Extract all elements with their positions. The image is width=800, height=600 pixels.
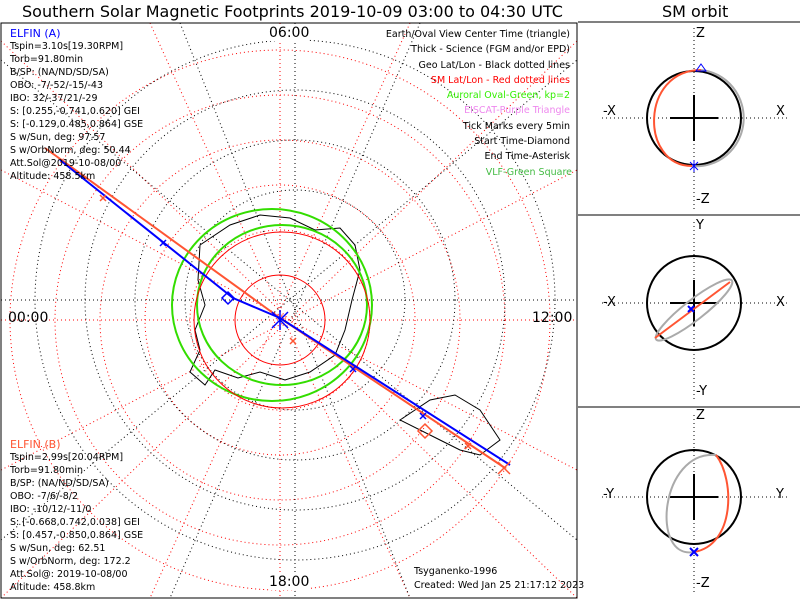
axis-label: Z bbox=[696, 26, 705, 41]
orbit-panel-xz bbox=[602, 28, 790, 212]
axis-label: -Y bbox=[603, 487, 615, 502]
track-markers bbox=[99, 194, 511, 475]
legend-item: Auroral Oval-Green, kp=2 bbox=[446, 90, 570, 102]
elfin-b-line: S: [0.457,-0.850,0.864] GSE bbox=[10, 530, 144, 541]
elfin-b-line: Altitude: 458.8km bbox=[10, 582, 96, 593]
south-america-coast bbox=[399, 394, 501, 456]
elfin-b-line: Torb=91.80min bbox=[10, 465, 84, 476]
legend-item: EISCAT-Purple Triangle bbox=[464, 105, 570, 117]
sm-grid bbox=[1, 23, 577, 598]
axis-label: -Z bbox=[696, 192, 710, 207]
elfin-b-line: S w/OrbNorm, deg: 172.2 bbox=[10, 556, 131, 567]
axis-label: X bbox=[776, 295, 785, 310]
clock-label-left: 00:00 bbox=[8, 310, 49, 326]
elfin-a-line: Altitude: 458.5km bbox=[10, 171, 96, 182]
clock-label-top: 06:00 bbox=[269, 25, 310, 41]
elfin-b-line: S: [-0.668,0.742,0.038] GEI bbox=[10, 517, 140, 528]
created-label: Created: Wed Jan 25 21:17:12 2023 bbox=[414, 580, 585, 591]
elfin-b-track bbox=[44, 147, 506, 469]
elfin-b-info: ELFIN (B) Tspin=2.99s[20.04RPM] Torb=91.… bbox=[10, 438, 143, 594]
elfin-b-line: Att.Sol@: 2019-10-08/00 bbox=[10, 569, 128, 580]
axis-label: Y bbox=[696, 218, 704, 233]
legend-item: Geo Lat/Lon - Black dotted lines bbox=[418, 59, 570, 71]
axis-label: -Y bbox=[696, 384, 708, 399]
orbit-panel-xy bbox=[602, 222, 790, 400]
elfin-a-name: ELFIN (A) bbox=[10, 27, 61, 40]
legend-item: Thick - Science (FGM and/or EPD) bbox=[411, 44, 570, 56]
antarctica-coast bbox=[189, 214, 361, 386]
elfin-a-line: S w/OrbNorm, deg: 50.44 bbox=[10, 145, 131, 156]
axis-label: -X bbox=[603, 104, 616, 119]
elfin-a-info: ELFIN (A) Tspin=3.10s[19.30RPM] Torb=91.… bbox=[10, 27, 143, 183]
elfin-a-line: S: [0.255,-0.741,0.620] GEI bbox=[10, 106, 140, 117]
elfin-b-line: IBO: -10/12/-11/0 bbox=[10, 504, 92, 515]
sm-circle-outer bbox=[193, 231, 371, 409]
axis-label: Y bbox=[776, 487, 784, 502]
elfin-a-track bbox=[59, 159, 511, 466]
elfin-a-line: OBO: -7/-52/-15/-43 bbox=[10, 80, 103, 91]
elfin-b-line: B/SP: (NA/ND/SD/SA) bbox=[10, 478, 109, 489]
elfin-a-line: IBO: 32/-37/21/-29 bbox=[10, 93, 98, 104]
elfin-b-line: OBO: -7/6/-8/2 bbox=[10, 491, 78, 502]
orbit-title: SM orbit bbox=[662, 2, 729, 21]
clock-label-right: 12:00 bbox=[532, 310, 573, 326]
clock-label-bottom: 18:00 bbox=[269, 574, 310, 590]
legend-item: End Time-Asterisk bbox=[484, 151, 570, 163]
elfin-a-line: Tspin=3.10s[19.30RPM] bbox=[10, 41, 124, 52]
legend-item: SM Lat/Lon - Red dotted lines bbox=[430, 74, 570, 86]
elfin-a-line: B/SP: (NA/ND/SD/SA) bbox=[10, 67, 109, 78]
legend-item: VLF-Green Square bbox=[485, 166, 572, 178]
legend-item: Earth/Oval View Center Time (triangle) bbox=[385, 29, 570, 40]
map-frame bbox=[0, 22, 578, 599]
elfin-a-line: Torb=91.80min bbox=[10, 54, 84, 65]
elfin-b-line: S w/Sun, deg: 62.51 bbox=[10, 543, 106, 554]
orbit-panel-yz bbox=[602, 415, 790, 595]
elfin-a-line: S: [-0.129,0.485,0.864] GSE bbox=[10, 119, 144, 130]
legend-item: Tick Marks every 5min bbox=[462, 120, 570, 132]
axis-label: X bbox=[776, 104, 785, 119]
elfin-a-line: Att.Sol@2019-10-08/00 bbox=[10, 158, 122, 169]
axis-label: Z bbox=[696, 408, 705, 423]
plot-title: Southern Solar Magnetic Footprints 2019-… bbox=[22, 2, 563, 21]
elfin-a-line: S w/Sun, deg: 97.57 bbox=[10, 132, 106, 143]
axis-label: -X bbox=[603, 295, 616, 310]
elfin-b-line: Tspin=2.99s[20.04RPM] bbox=[10, 452, 124, 463]
axis-label: -Z bbox=[696, 576, 710, 591]
legend-item: Start Time-Diamond bbox=[474, 136, 570, 148]
auroral-oval bbox=[171, 208, 373, 402]
model-label: Tsyganenko-1996 bbox=[414, 566, 498, 577]
elfin-b-name: ELFIN (B) bbox=[10, 438, 61, 451]
legend: Earth/Oval View Center Time (triangle) T… bbox=[385, 27, 572, 180]
sm-circle-inner bbox=[234, 274, 326, 366]
